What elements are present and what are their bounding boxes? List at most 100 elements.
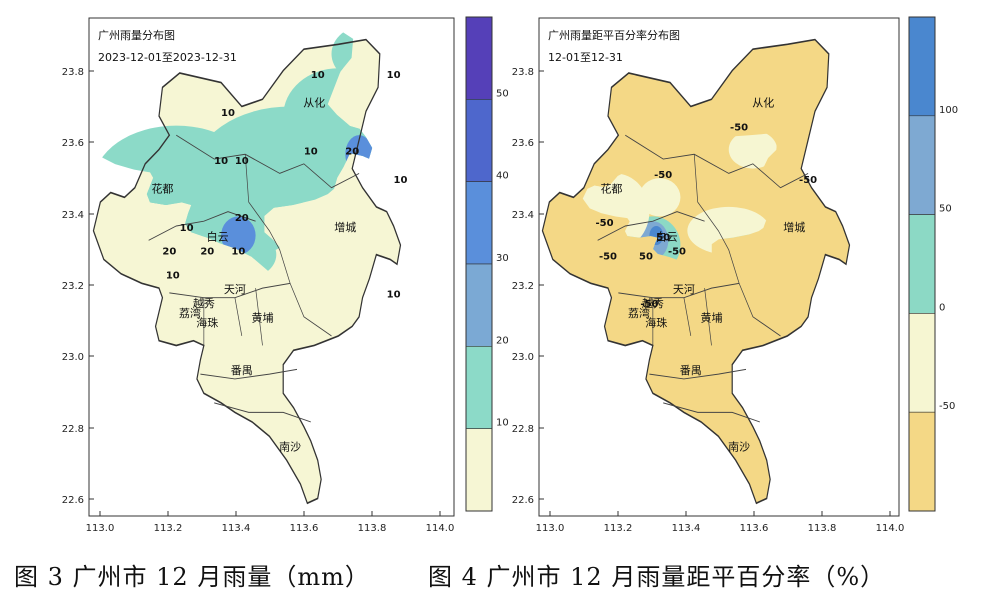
y-tick-label: 23.0: [512, 352, 534, 363]
district-label: 花都: [151, 183, 173, 196]
contour-label: 10: [214, 156, 228, 167]
map-title: 广州雨量分布图: [98, 29, 175, 42]
district-border: [618, 282, 740, 299]
colorbar-label: -50: [939, 401, 955, 412]
x-tick-label: 113.8: [808, 523, 837, 534]
district-border: [663, 402, 760, 423]
contour-label: -50: [730, 122, 748, 133]
colorbar: 50 40 30 20 10: [465, 16, 509, 512]
district-label: 番禺: [231, 364, 253, 377]
district-label: 增城: [334, 220, 356, 234]
colorbar-segment: [908, 16, 936, 117]
y-tick-label: 23.2: [62, 281, 84, 292]
map-subtitle: 2023-12-01至2023-12-31: [98, 51, 237, 64]
map-title: 广州雨量距平百分率分布图: [548, 28, 680, 42]
colorbar-segment: [908, 115, 936, 215]
y-tick-label: 23.8: [62, 67, 84, 78]
district-border: [200, 368, 298, 380]
district-border: [652, 288, 712, 346]
x-tick-label: 113.4: [222, 523, 251, 534]
contour-label: 20: [162, 247, 176, 258]
contour-label: 50: [656, 232, 670, 243]
district-label: 白云: [207, 229, 229, 243]
contour-label: 10: [235, 156, 249, 167]
district-label: 天河: [224, 283, 246, 296]
district-label: 越秀: [193, 296, 215, 310]
district-label: 黄埔: [701, 311, 723, 325]
x-tick-label: 114.0: [426, 523, 455, 534]
district-label: 荔湾: [628, 306, 650, 320]
figure-3-caption: 图 3 广州市 12 月雨量（mm）: [14, 563, 370, 591]
figure-4-caption: 图 4 广州市 12 月雨量距平百分率（%）: [428, 563, 886, 591]
value-patch: [639, 178, 681, 217]
district-border: [625, 134, 809, 189]
y-tick-label: 23.0: [62, 352, 84, 363]
district-border: [148, 211, 256, 241]
contour-label: -50: [654, 170, 672, 181]
contour-label: 10: [394, 175, 408, 186]
district-border: [214, 402, 311, 423]
colorbar-segment: [908, 411, 936, 512]
map-subtitle: 12-01至12-31: [548, 51, 623, 64]
district-border: [649, 368, 747, 380]
x-tick-label: 113.2: [604, 523, 633, 534]
district-border: [169, 282, 291, 299]
y-tick-label: 22.6: [512, 495, 534, 506]
colorbar-segment: [465, 99, 493, 182]
contour-label: -50: [799, 175, 817, 186]
x-tick-label: 113.6: [290, 523, 319, 534]
y-tick-label: 23.6: [512, 138, 534, 149]
y-tick-label: 22.8: [512, 424, 534, 435]
x-tick-label: 114.0: [876, 523, 905, 534]
colorbar-label: 30: [496, 253, 509, 264]
contour-label: 10: [221, 108, 235, 119]
colorbar-segment: [908, 313, 936, 413]
contour-label: 10: [180, 223, 194, 234]
colorbar-label: 40: [496, 171, 509, 182]
district-label: 从化: [752, 95, 774, 109]
district-label: 南沙: [728, 441, 750, 454]
district-border: [203, 288, 263, 346]
contour-label: -50: [599, 251, 617, 262]
colorbar-label: 100: [939, 105, 958, 116]
colorbar-segment: [465, 346, 493, 429]
district-border: [244, 154, 332, 337]
anomaly-map-panel: 广州雨量距平百分率分布图 12-01至12-31 23.8 23.6 23.4 23.2 2…: [512, 16, 958, 534]
district-label: 黄埔: [252, 311, 274, 325]
colorbar-label: 0: [939, 302, 945, 313]
value-patch: [728, 133, 778, 169]
district-label: 海珠: [645, 315, 667, 329]
contour-label: 10: [387, 290, 401, 301]
x-tick-label: 113.6: [740, 523, 769, 534]
y-tick-label: 23.4: [62, 210, 84, 221]
y-tick-label: 22.6: [62, 495, 84, 506]
contour-label: -50: [668, 247, 686, 258]
district-label: 南沙: [279, 441, 301, 454]
district-label: 天河: [673, 283, 695, 296]
district-label: 海珠: [196, 315, 218, 329]
y-tick-label: 23.2: [512, 281, 534, 292]
district-label: 番禺: [680, 364, 702, 377]
colorbar-segment: [908, 214, 936, 314]
contour-label: 10: [166, 271, 180, 282]
guangzhou-region: [542, 39, 850, 504]
colorbar-label: 50: [496, 88, 509, 99]
district-border: [597, 211, 705, 241]
colorbar-segment: [465, 263, 493, 347]
colorbar: 100 50 0 -50: [908, 16, 958, 512]
contour-label: -50: [596, 218, 614, 229]
x-tick-label: 113.8: [358, 523, 387, 534]
x-tick-label: 113.0: [536, 523, 565, 534]
district-label: 从化: [303, 95, 325, 109]
x-tick-label: 113.0: [86, 523, 115, 534]
rain-map-panel: 广州雨量分布图 2023-12-01至2023-12-31 23.8 23.6 23.4…: [62, 16, 509, 534]
contour-label: 10: [304, 146, 318, 157]
colorbar-label: 50: [939, 204, 952, 215]
district-label: 越秀: [642, 296, 664, 310]
district-label: 荔湾: [179, 306, 201, 320]
contour-label: 20: [200, 247, 214, 258]
district-label: 增城: [783, 220, 805, 234]
colorbar-segment: [465, 428, 493, 512]
y-tick-label: 22.8: [62, 424, 84, 435]
district-border: [693, 154, 781, 337]
